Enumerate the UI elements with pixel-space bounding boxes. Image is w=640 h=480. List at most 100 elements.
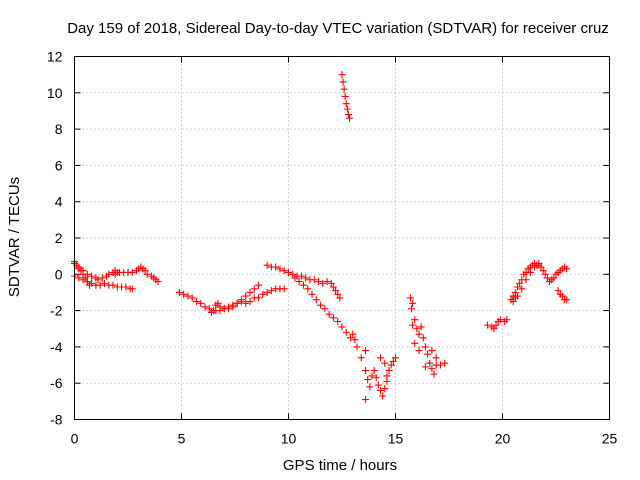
data-point: [392, 354, 399, 362]
data-point: [537, 263, 545, 271]
y-tick-label: 8: [55, 121, 63, 137]
data-point: [368, 372, 376, 380]
data-point: [503, 316, 511, 324]
x-tick-label: 15: [388, 431, 404, 447]
data-point: [175, 288, 183, 296]
data-point: [327, 279, 335, 287]
data-point: [518, 285, 526, 293]
data-point: [558, 292, 566, 300]
data-point: [441, 359, 449, 367]
data-point: [535, 259, 543, 267]
data-point: [364, 376, 372, 384]
data-point: [280, 285, 288, 293]
data-series: [71, 71, 571, 404]
y-tick-label: 4: [55, 194, 63, 210]
data-point: [383, 372, 391, 380]
y-tick-label: -4: [50, 339, 63, 355]
data-point: [312, 296, 320, 304]
data-point: [128, 285, 136, 293]
y-tick-label: 6: [55, 157, 63, 173]
data-point: [370, 366, 378, 374]
data-point: [554, 287, 562, 295]
data-point: [343, 105, 351, 113]
data-point: [242, 299, 250, 307]
data-point: [280, 267, 288, 275]
data-point: [531, 263, 539, 271]
data-point: [314, 278, 322, 286]
data-point: [246, 288, 254, 296]
data-point: [484, 321, 492, 329]
y-tick-labels: -8 -6 -4 -2 0 2 4 6 8 10 12: [47, 49, 63, 428]
data-point: [250, 285, 258, 293]
data-point: [75, 274, 83, 282]
data-point: [432, 354, 440, 362]
data-point: [415, 330, 423, 338]
y-tick-label: -6: [50, 375, 63, 391]
data-point: [409, 299, 417, 307]
data-point: [96, 281, 104, 289]
data-point: [406, 294, 414, 302]
data-point: [285, 268, 292, 276]
data-point: [408, 305, 416, 313]
data-point: [430, 370, 438, 378]
data-point: [242, 292, 250, 300]
data-point: [81, 274, 89, 282]
data-point: [372, 374, 380, 382]
data-point: [88, 272, 96, 280]
data-point: [295, 278, 303, 286]
series-arc-n: [509, 259, 543, 306]
data-point: [389, 357, 397, 365]
data-point: [411, 339, 419, 347]
data-point: [154, 278, 162, 286]
data-point: [409, 321, 417, 329]
data-point: [526, 268, 534, 276]
data-point: [490, 325, 498, 333]
data-point: [310, 276, 318, 284]
data-point: [415, 347, 423, 355]
data-point: [229, 303, 237, 311]
data-point: [297, 272, 305, 280]
x-tick-label: 5: [178, 431, 186, 447]
data-point: [205, 305, 213, 313]
data-point: [411, 316, 419, 324]
data-point: [259, 290, 267, 298]
data-point: [419, 334, 427, 342]
x-tick-label: 20: [495, 431, 511, 447]
data-point: [276, 265, 284, 273]
data-point: [111, 270, 119, 278]
data-point: [496, 316, 504, 324]
chart-title: Day 159 of 2018, Sidereal Day-to-day VTE…: [67, 20, 609, 37]
data-point: [332, 287, 340, 295]
data-point: [325, 310, 333, 318]
plot-frame: [74, 56, 610, 420]
data-point: [550, 274, 558, 282]
data-point: [377, 386, 385, 394]
data-point: [291, 274, 299, 282]
data-point: [143, 270, 151, 278]
data-point: [374, 381, 382, 389]
data-point: [105, 270, 113, 278]
data-point: [342, 328, 350, 336]
data-point: [513, 283, 521, 291]
data-point: [255, 281, 263, 289]
data-point: [263, 288, 271, 296]
series-arc-d: [111, 263, 162, 286]
data-point: [362, 366, 370, 374]
data-point: [543, 274, 551, 282]
data-point: [304, 285, 312, 293]
data-point: [94, 276, 102, 284]
data-point: [421, 343, 429, 351]
data-point: [267, 287, 275, 295]
data-point: [340, 85, 348, 93]
series-arc-e: [175, 281, 263, 315]
y-tick-label: -8: [50, 412, 63, 428]
y-tick-label: 10: [47, 85, 63, 101]
data-point: [197, 299, 205, 307]
data-point: [436, 361, 444, 369]
x-tick-label: 0: [71, 431, 79, 447]
data-point: [522, 276, 530, 284]
data-point: [100, 279, 108, 287]
data-point: [321, 305, 329, 313]
data-point: [225, 305, 233, 313]
